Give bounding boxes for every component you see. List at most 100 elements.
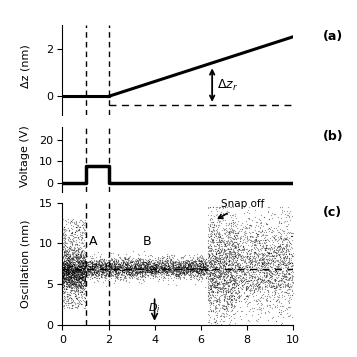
Point	[66, 296, 71, 301]
Point	[276, 283, 282, 288]
Point	[134, 268, 139, 274]
Point	[70, 256, 75, 262]
Point	[233, 236, 239, 242]
Point	[142, 265, 147, 270]
Point	[171, 260, 177, 265]
Point	[215, 247, 220, 252]
Point	[85, 260, 91, 265]
Point	[79, 264, 85, 270]
Point	[265, 245, 270, 250]
Point	[176, 261, 181, 267]
Point	[260, 305, 266, 311]
Point	[178, 266, 184, 272]
Point	[102, 265, 108, 271]
Point	[225, 262, 231, 268]
Point	[217, 222, 222, 228]
Point	[84, 274, 90, 280]
Point	[119, 268, 125, 273]
Point	[228, 258, 234, 263]
Point	[198, 274, 204, 280]
Point	[67, 266, 73, 272]
Point	[216, 246, 222, 251]
Point	[257, 283, 263, 289]
Point	[131, 264, 137, 270]
Point	[197, 253, 202, 259]
Point	[277, 253, 283, 259]
Point	[115, 271, 121, 276]
Point	[233, 283, 239, 289]
Point	[163, 270, 169, 275]
Point	[233, 283, 239, 289]
Point	[64, 279, 70, 285]
Point	[110, 266, 115, 272]
Point	[66, 264, 72, 270]
Point	[277, 246, 283, 251]
Point	[75, 254, 81, 260]
Point	[99, 265, 105, 270]
Point	[82, 288, 87, 294]
Point	[277, 230, 282, 236]
Point	[215, 289, 221, 295]
Point	[79, 262, 84, 267]
Point	[161, 267, 167, 273]
Point	[82, 258, 88, 264]
Point	[71, 219, 76, 225]
Point	[209, 280, 215, 286]
Point	[282, 283, 287, 289]
Point	[120, 267, 125, 273]
Point	[208, 212, 213, 217]
Point	[115, 276, 121, 282]
Point	[211, 260, 216, 266]
Point	[139, 260, 145, 266]
Point	[286, 248, 292, 253]
Point	[68, 263, 74, 269]
Point	[79, 237, 84, 242]
Point	[141, 260, 147, 265]
Point	[105, 273, 111, 278]
Point	[89, 266, 95, 272]
Point	[225, 262, 231, 267]
Point	[65, 270, 71, 275]
Point	[222, 252, 228, 257]
Point	[191, 265, 197, 271]
Point	[232, 264, 237, 270]
Point	[230, 284, 236, 290]
Point	[124, 262, 129, 268]
Point	[72, 254, 77, 260]
Point	[74, 256, 80, 261]
Point	[232, 297, 237, 303]
Point	[223, 243, 229, 248]
Point	[257, 276, 263, 282]
Point	[235, 282, 241, 288]
Point	[197, 260, 202, 266]
Point	[226, 228, 231, 234]
Point	[155, 266, 161, 271]
Point	[286, 271, 292, 276]
Point	[205, 258, 211, 264]
Point	[157, 255, 163, 261]
Point	[285, 246, 291, 252]
Point	[191, 267, 197, 273]
Point	[183, 266, 189, 272]
Point	[231, 282, 236, 287]
Point	[198, 267, 204, 273]
Point	[70, 297, 76, 303]
Point	[85, 262, 91, 268]
Point	[172, 259, 178, 265]
Point	[250, 281, 255, 287]
Point	[141, 265, 146, 271]
Point	[154, 263, 159, 269]
Point	[78, 234, 84, 240]
Point	[285, 271, 290, 276]
Point	[66, 275, 71, 280]
Point	[197, 265, 203, 270]
Point	[124, 260, 130, 266]
Point	[178, 262, 184, 268]
Point	[81, 279, 87, 285]
Point	[230, 261, 236, 267]
Point	[283, 243, 288, 248]
Point	[196, 265, 202, 271]
Point	[236, 251, 242, 257]
Point	[238, 267, 244, 273]
Point	[162, 261, 168, 266]
